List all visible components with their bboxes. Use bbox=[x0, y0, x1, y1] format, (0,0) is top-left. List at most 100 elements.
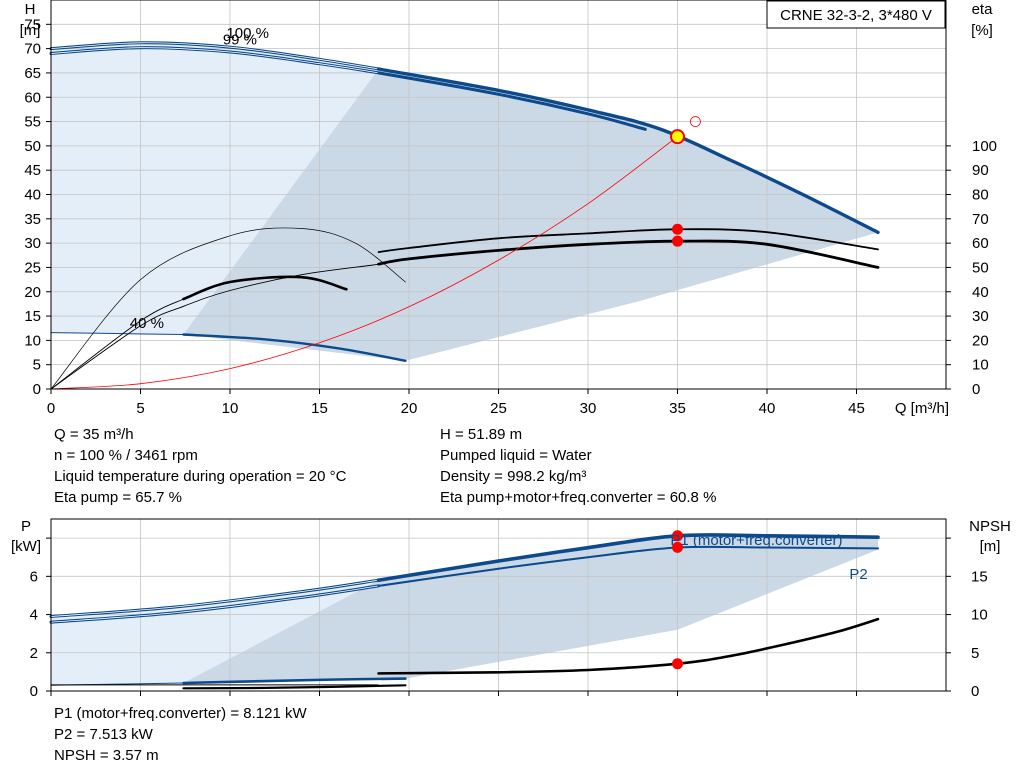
top-y-tick-label: 65 bbox=[24, 65, 41, 82]
top-x-tick-label: 35 bbox=[669, 400, 686, 417]
top-x-tick-label: 20 bbox=[401, 400, 418, 417]
top-eta-tick-label: 80 bbox=[972, 187, 989, 204]
top-x-tick-label: 10 bbox=[222, 400, 239, 417]
bottom-npsh-tick-label: 5 bbox=[971, 645, 979, 662]
curve-eta-99 bbox=[377, 239, 880, 269]
info-p2: P2 = 7.513 kW bbox=[54, 726, 153, 743]
requested-point bbox=[690, 116, 701, 127]
curve-p2 bbox=[377, 545, 879, 587]
label-p1: P1 (motor+freq.converter) bbox=[670, 532, 842, 549]
top-y-tick-label: 30 bbox=[24, 235, 41, 252]
info-liquid-temperature: Liquid temperature during operation = 20… bbox=[54, 468, 347, 485]
curve-head-100-partial-core bbox=[50, 42, 379, 70]
curve-eta-40-bold bbox=[182, 275, 348, 301]
top-eta-tick-label: 90 bbox=[972, 162, 989, 179]
top-eta-tick-label: 30 bbox=[972, 308, 989, 325]
top-x-tick-label: 25 bbox=[490, 400, 507, 417]
curve-eta-100 bbox=[377, 228, 879, 253]
label-p2: P2 bbox=[849, 566, 867, 583]
duty-point-eta-total bbox=[672, 235, 683, 247]
top-x-tick-label: 0 bbox=[47, 400, 55, 417]
curve-head-40 bbox=[182, 333, 407, 362]
info-eta-pump: Eta pump = 65.7 % bbox=[54, 489, 182, 506]
pump-title-box bbox=[766, 0, 946, 29]
bottom-npsh-tick-label: 0 bbox=[971, 683, 979, 700]
system-curve bbox=[50, 136, 678, 390]
top-y-tick-label: 45 bbox=[24, 162, 41, 179]
duty-point-head bbox=[670, 129, 685, 145]
top-y-tick-label: 75 bbox=[24, 16, 41, 33]
curve-head-100 bbox=[376, 67, 880, 235]
bottom-npsh-axis-label: NPSH bbox=[969, 518, 1011, 535]
label-speed-100: 100 % bbox=[226, 25, 269, 42]
top-eta-axis-label: eta bbox=[972, 1, 994, 18]
top-eta-tick-label: 10 bbox=[972, 357, 989, 374]
top-eta-tick-label: 60 bbox=[972, 235, 989, 252]
top-eta-tick-label: 50 bbox=[972, 259, 989, 276]
top-y-tick-label: 5 bbox=[33, 357, 41, 374]
info-eta-total: Eta pump+motor+freq.converter = 60.8 % bbox=[440, 489, 717, 506]
bottom-recommended-area bbox=[183, 535, 878, 683]
duty-point-npsh bbox=[672, 658, 683, 670]
curve-head-40-thin bbox=[50, 332, 184, 335]
curve-head-99-bold bbox=[377, 71, 647, 131]
duty-point-p1 bbox=[672, 530, 683, 542]
info-flow: Q = 35 m³/h bbox=[54, 426, 134, 443]
top-y-tick-label: 40 bbox=[24, 187, 41, 204]
curve-p1-partial-core bbox=[50, 579, 379, 617]
info-npsh: NPSH = 3.57 m bbox=[54, 747, 159, 764]
info-head: H = 51.89 m bbox=[440, 426, 523, 443]
top-x-axis-label: Q [m³/h] bbox=[895, 400, 949, 417]
info-right-block: H = 51.89 m Pumped liquid = Water Densit… bbox=[440, 424, 716, 508]
top-y-tick-label: 70 bbox=[24, 41, 41, 58]
top-eta-tick-label: 0 bbox=[972, 381, 980, 398]
top-y-tick-label: 50 bbox=[24, 138, 41, 155]
top-y-tick-label: 25 bbox=[24, 259, 41, 276]
info-pumped-liquid: Pumped liquid = Water bbox=[440, 447, 592, 464]
duty-point-eta-pump bbox=[672, 223, 683, 235]
bottom-y-axis-label: P bbox=[21, 518, 31, 535]
curve-eta-40-thin bbox=[50, 227, 406, 390]
top-y-tick-label: 10 bbox=[24, 332, 41, 349]
top-x-tick-label: 30 bbox=[580, 400, 597, 417]
bottom-npsh-tick-label: 10 bbox=[971, 607, 988, 624]
bottom-npsh-tick-label: 15 bbox=[971, 568, 988, 585]
curve-p2-partial-core bbox=[50, 585, 379, 623]
top-y-tick-label: 15 bbox=[24, 308, 41, 325]
curve-npsh-40 bbox=[182, 684, 407, 690]
top-eta-tick-label: 20 bbox=[972, 332, 989, 349]
curve-eta-100-thin bbox=[50, 298, 184, 390]
bottom-npsh-axis-unit: [m] bbox=[980, 538, 1001, 555]
top-x-tick-label: 40 bbox=[759, 400, 776, 417]
bottom-y-tick-label: 2 bbox=[30, 645, 38, 662]
bottom-y-axis-unit: [kW] bbox=[11, 538, 41, 555]
top-y-tick-label: 20 bbox=[24, 284, 41, 301]
info-power-block: P1 (motor+freq.converter) = 8.121 kW P2 … bbox=[54, 703, 307, 766]
top-eta-tick-label: 70 bbox=[972, 211, 989, 228]
duty-point-p2 bbox=[672, 541, 683, 553]
info-density: Density = 998.2 kg/m³ bbox=[440, 468, 587, 485]
top-x-tick-label: 15 bbox=[311, 400, 328, 417]
info-speed: n = 100 % / 3461 rpm bbox=[54, 447, 198, 464]
bottom-y-tick-label: 0 bbox=[30, 683, 38, 700]
curve-eta-99-thin bbox=[50, 263, 381, 390]
bottom-y-tick-label: 4 bbox=[30, 607, 38, 624]
top-eta-axis-unit: [%] bbox=[971, 22, 993, 39]
pump-title: CRNE 32-3-2, 3*480 V bbox=[780, 7, 932, 24]
top-y-tick-label: 0 bbox=[33, 381, 41, 398]
top-recommended-area bbox=[183, 69, 878, 361]
curve-p-40 bbox=[182, 677, 407, 685]
top-eta-tick-label: 40 bbox=[972, 284, 989, 301]
info-p1: P1 (motor+freq.converter) = 8.121 kW bbox=[54, 705, 307, 722]
top-y-tick-label: 35 bbox=[24, 211, 41, 228]
bottom-y-tick-label: 6 bbox=[30, 568, 38, 585]
curve-p1 bbox=[376, 533, 880, 582]
top-y-tick-label: 55 bbox=[24, 114, 41, 131]
top-y-axis-label: H bbox=[25, 1, 36, 18]
top-eta-tick-label: 100 bbox=[972, 138, 997, 155]
top-x-tick-label: 5 bbox=[136, 400, 144, 417]
top-y-tick-label: 60 bbox=[24, 89, 41, 106]
top-x-tick-label: 45 bbox=[848, 400, 865, 417]
top-y-axis-unit: [m] bbox=[20, 22, 41, 39]
